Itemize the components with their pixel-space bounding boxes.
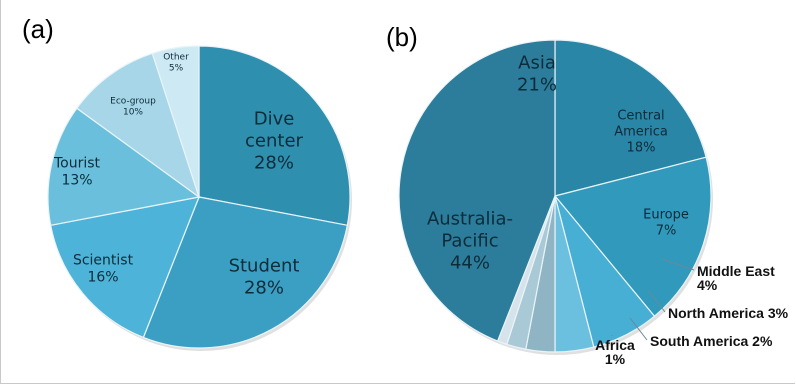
slice-label-line: 4% (697, 277, 718, 293)
slice-label-australia-pacific: Australia-Pacific 44% (427, 208, 513, 273)
slice-label-line: Student (229, 255, 300, 276)
slice-label-line: 28% (244, 277, 284, 298)
pie-slice-tourist (47, 107, 201, 226)
slice-label-line: 28% (254, 152, 294, 173)
slice-label-line: North America 3% (668, 305, 789, 321)
slice-label-middle-east: Middle East 4% (697, 263, 775, 293)
slice-label-line: 21% (517, 74, 557, 95)
slice-label-line: Middle East (697, 263, 775, 279)
slice-label-asia: Asia 21% (517, 52, 557, 95)
slice-label-line: 18% (627, 140, 656, 155)
panel-b-label: (b) (386, 22, 418, 52)
slice-label-line: 10% (123, 108, 143, 118)
slice-label-line: Pacific (441, 230, 498, 251)
slice-label-line: South America 2% (650, 333, 773, 349)
slice-label-africa: Africa 1% (595, 337, 635, 367)
leader-line-south-america (629, 317, 648, 341)
leader-line-north-america (647, 289, 666, 313)
slice-label-line: 1% (605, 351, 626, 367)
pie-chart-b: Asia 21% Central America 18% Europe 7% Middle E… (398, 39, 789, 367)
pie-slice-dive-center (198, 45, 351, 226)
slice-label-line: Tourist (53, 155, 101, 171)
slice-label-line: Eco-group (110, 97, 156, 107)
slice-label-line: Scientist (73, 252, 134, 268)
leader-line-middle-east (661, 258, 695, 271)
slice-label-tourist: Tourist 13% (53, 155, 101, 188)
pie-slice-eco-group (76, 52, 201, 199)
slice-label-line: 13% (61, 172, 92, 188)
slice-label-line: Dive (254, 108, 295, 129)
slice-label-central-america: Central America 18% (614, 109, 668, 156)
slice-label-line: Australia- (427, 208, 513, 229)
slice-label-other: Other 5% (163, 53, 189, 74)
slice-label-line: center (245, 130, 304, 151)
pie-slice-australia-pacific (398, 39, 556, 342)
slice-label-line: Asia (518, 52, 556, 73)
pie-slice-central-america (553, 156, 712, 318)
slice-label-scientist: Scientist 16% (73, 252, 134, 285)
pie-slice-asia (554, 39, 707, 197)
pie-slice-other (151, 45, 200, 198)
slice-label-north-america: North America 3% (668, 305, 789, 321)
slice-label-line: Africa (595, 337, 635, 353)
pie-chart-a: Dive center 28%Student 28%Scientist 16%Touri… (47, 45, 352, 351)
pie-slice-student (142, 196, 349, 349)
panel-a-label: (a) (22, 14, 54, 44)
pie-slice-scientist (49, 196, 200, 339)
slice-label-line: America (614, 125, 668, 140)
slice-label-line: Other (163, 53, 189, 63)
slice-label-line: 44% (450, 252, 490, 273)
slice-label-europe: Europe 7% (643, 208, 689, 239)
slice-label-eco-group: Eco-group 10% (110, 97, 156, 118)
slice-label-line: 16% (87, 269, 118, 285)
slice-label-line: 5% (169, 64, 184, 74)
slice-label-line: Central (617, 109, 664, 124)
slice-label-dive-center: Dive center 28% (245, 108, 304, 173)
slice-label-south-america: South America 2% (650, 333, 773, 349)
slice-label-line: 7% (656, 224, 677, 239)
slice-label-line: Europe (643, 208, 689, 223)
slice-label-student: Student 28% (229, 255, 300, 298)
